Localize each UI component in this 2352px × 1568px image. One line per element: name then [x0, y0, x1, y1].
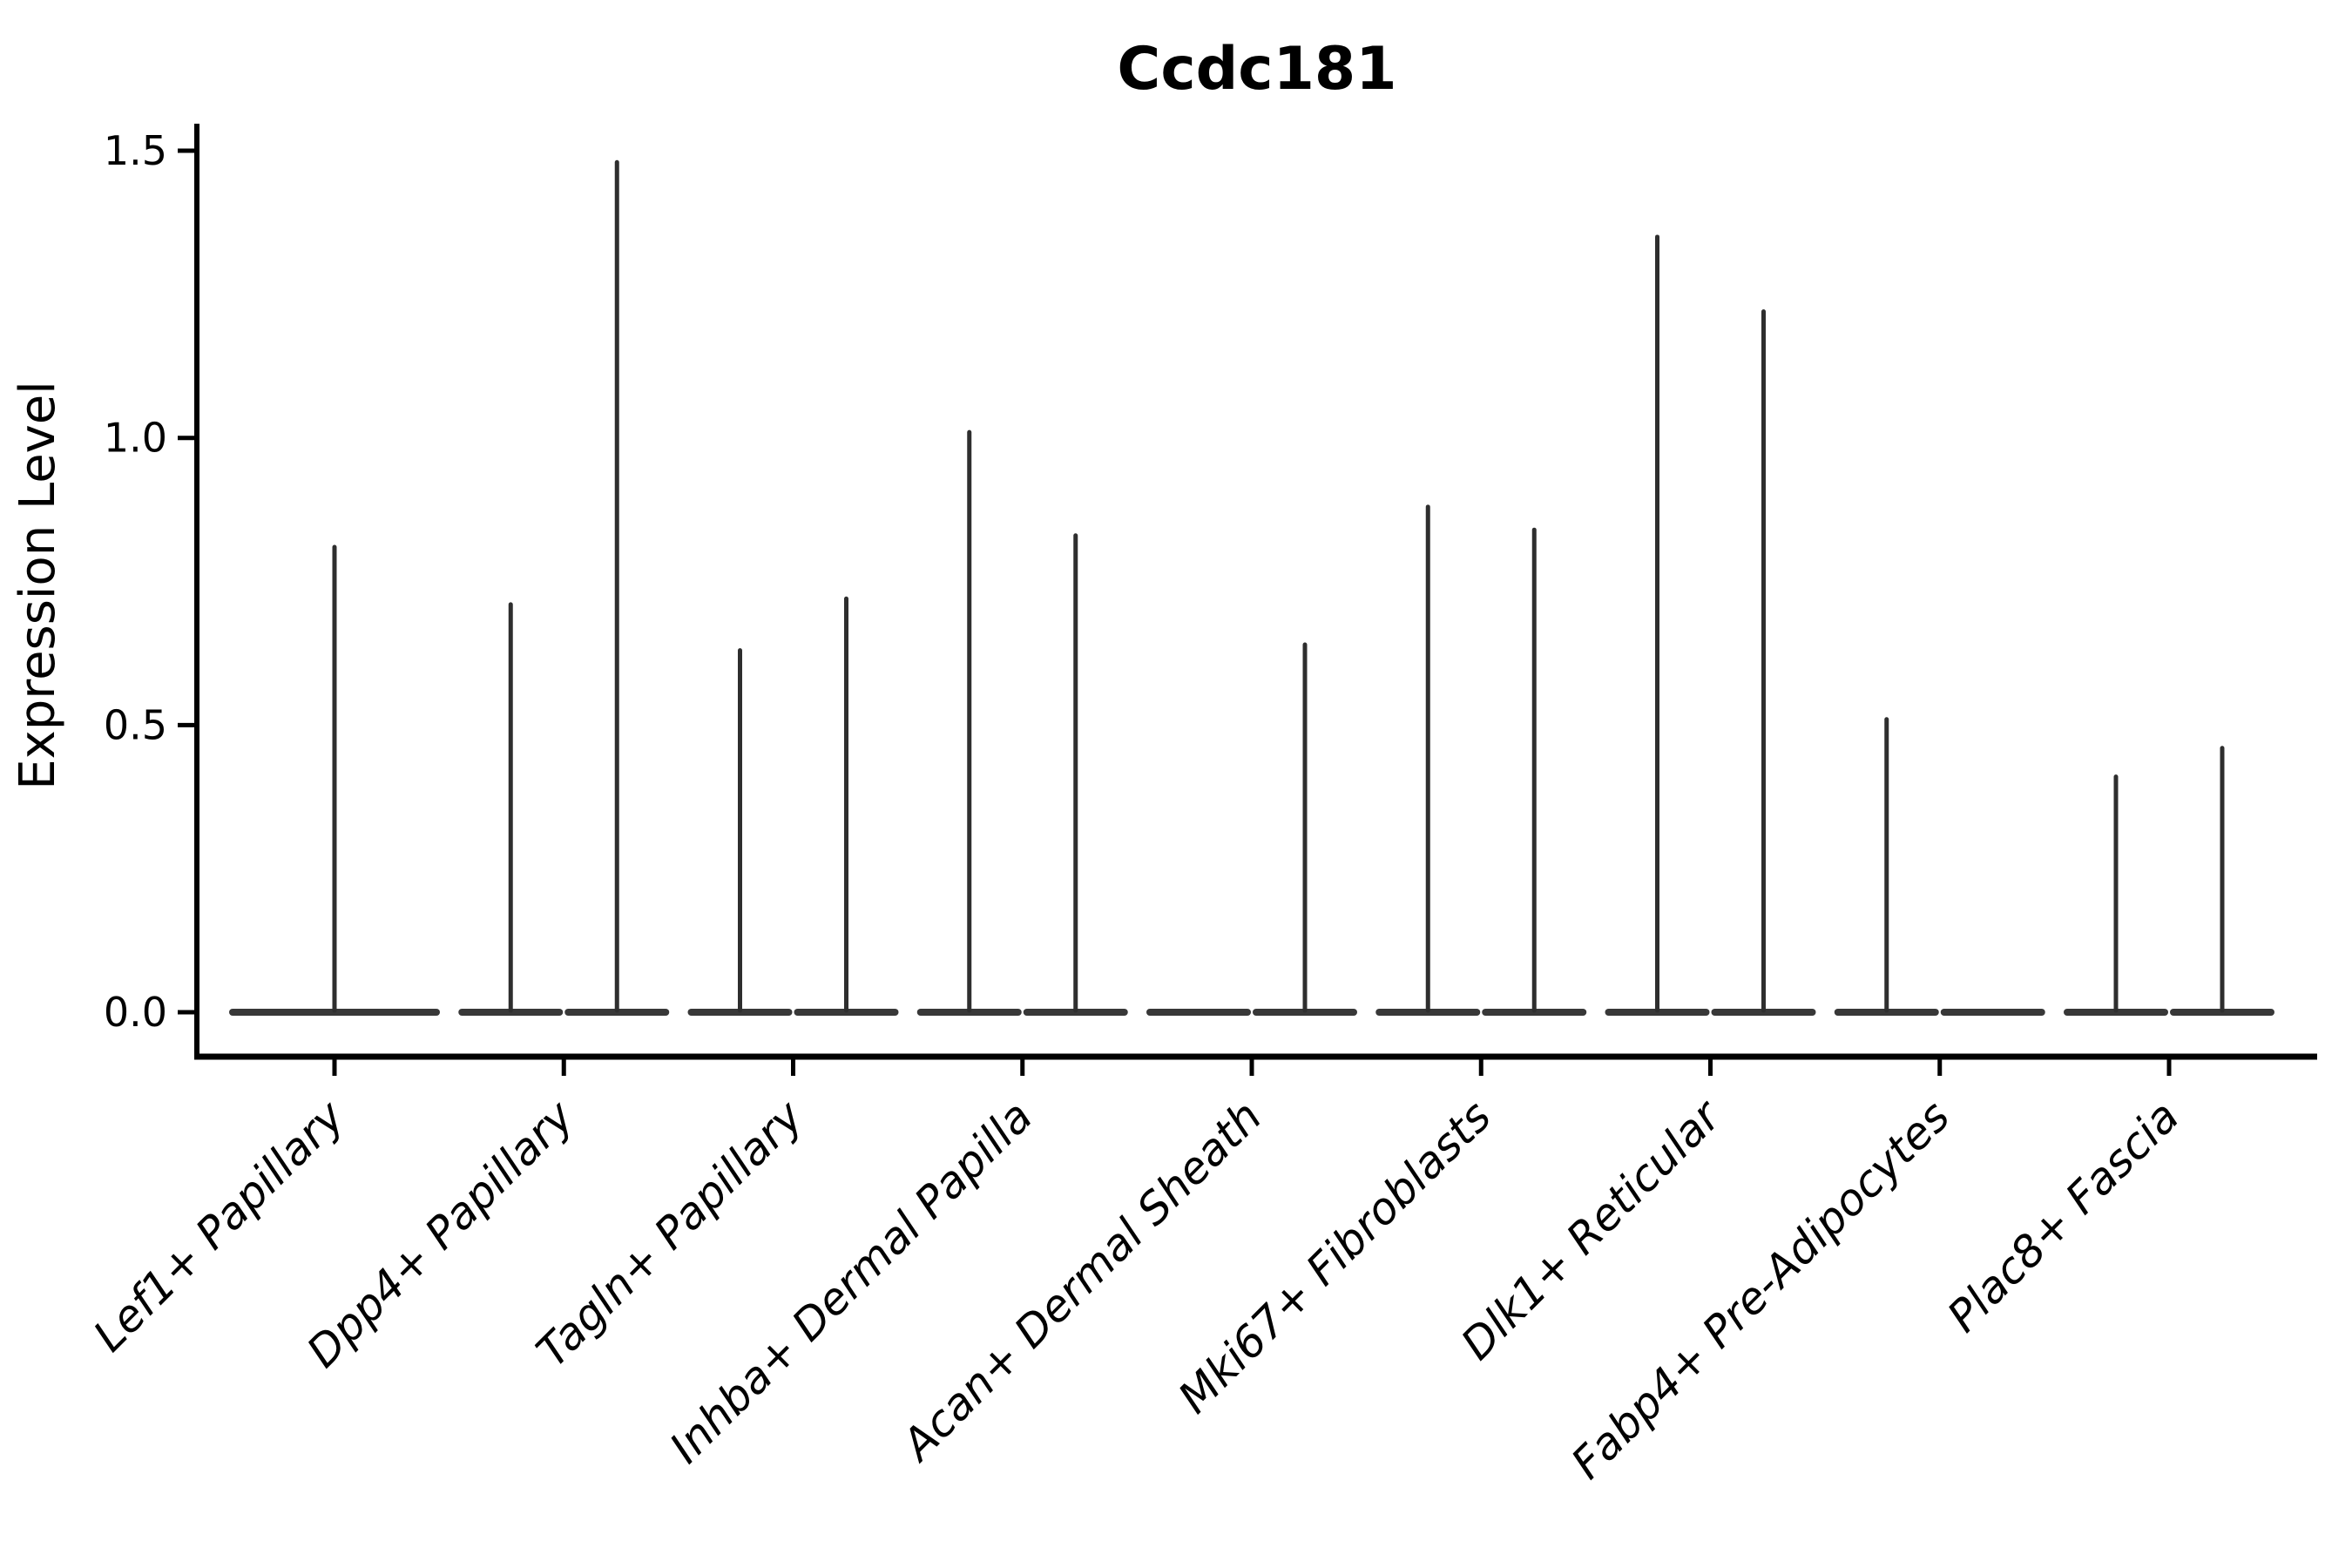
x-tick-label: Lef1+ Papillary — [84, 1090, 355, 1361]
x-tick-label: Fabp4+ Pre-Adipocytes — [1562, 1091, 1960, 1489]
y-tick-label: 0.5 — [104, 701, 167, 748]
x-tick-label: Acan+ Dermal Sheath — [891, 1091, 1272, 1471]
y-axis-label: Expression Level — [10, 381, 66, 790]
y-tick-label: 1.5 — [104, 127, 167, 174]
y-tick-label: 0.0 — [104, 989, 167, 1036]
y-axis: 0.0 0.5 1.0 1.5 — [104, 124, 199, 1059]
y-tick-label: 1.0 — [104, 415, 167, 462]
x-tick-label: Inhba+ Dermal Papilla — [660, 1091, 1042, 1472]
x-tick-label: Plac8+ Fascia — [1938, 1091, 2189, 1342]
violins-layer — [229, 159, 2274, 1016]
chart-title: Ccdc181 — [1117, 35, 1396, 104]
